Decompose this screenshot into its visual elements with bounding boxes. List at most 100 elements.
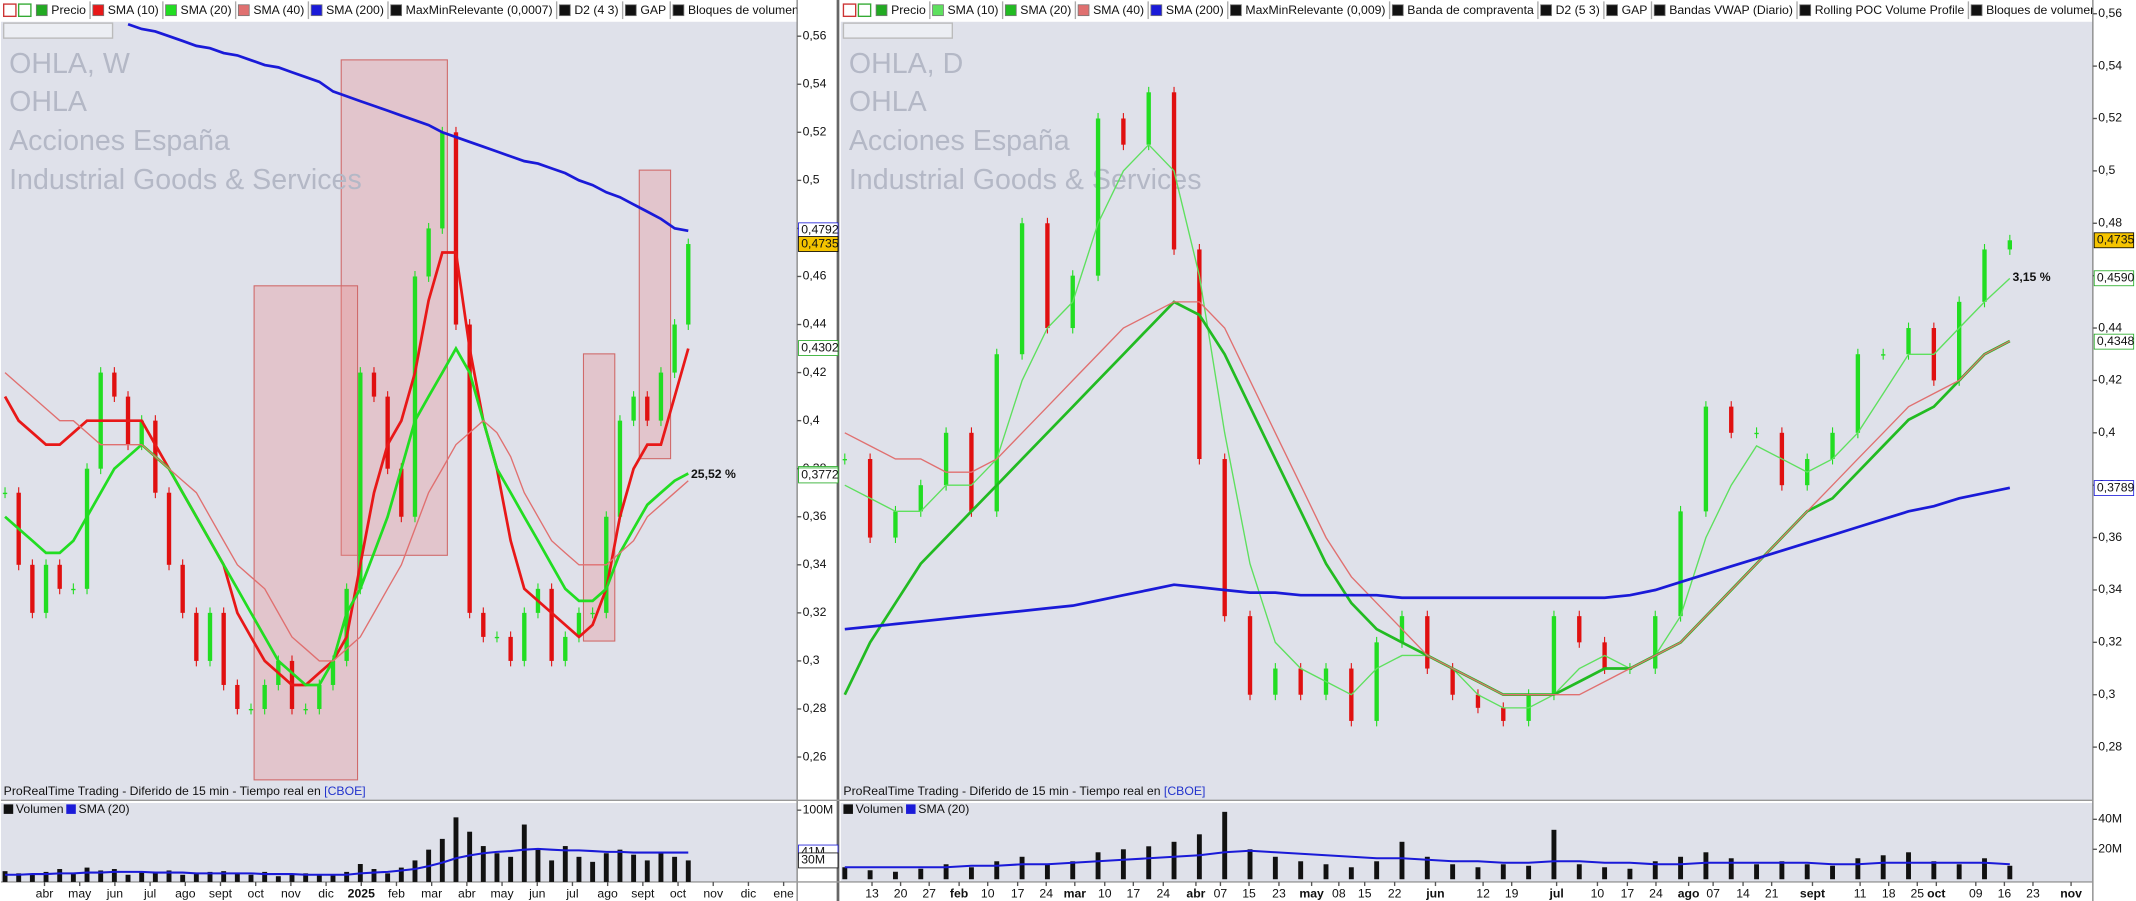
toolbar-item[interactable]: GAP — [1622, 3, 1648, 17]
candle — [1551, 616, 1557, 695]
legend-swatch — [66, 804, 76, 814]
toolbar-item[interactable]: SMA (200) — [326, 3, 384, 17]
toolbar-swatch[interactable] — [1391, 4, 1404, 17]
toolbar-item[interactable]: SMA (20) — [1020, 3, 1071, 17]
candle — [57, 564, 62, 589]
toolbar-swatch[interactable] — [1970, 4, 1983, 17]
toolbar-swatch[interactable] — [165, 4, 177, 17]
tool-row[interactable] — [2, 22, 114, 39]
candle — [1830, 432, 1835, 459]
toolbar-swatch[interactable] — [390, 4, 403, 17]
volume-bar — [248, 874, 254, 882]
toolbar-swatch[interactable] — [1799, 4, 1812, 17]
annotation: 3,15 % — [2013, 270, 2051, 284]
volume-bar — [1095, 852, 1101, 880]
tool-row[interactable] — [842, 22, 953, 39]
volume-bar — [842, 867, 848, 880]
icon[interactable] — [17, 3, 32, 18]
y-tick-label: 0,3 — [803, 653, 820, 667]
candle — [399, 468, 404, 517]
candle — [1247, 616, 1253, 695]
toolbar-swatch[interactable] — [932, 4, 944, 17]
toolbar-item[interactable]: D2 (5 3) — [1556, 3, 1600, 17]
toolbar-item[interactable]: D2 (4 3) — [574, 3, 618, 17]
toolbar-item[interactable]: Precio — [51, 3, 86, 17]
toolbar-swatch[interactable] — [1077, 4, 1090, 17]
icon[interactable] — [857, 3, 872, 18]
toolbar-swatch[interactable] — [35, 4, 48, 17]
x-tick-label: 10 — [1591, 886, 1605, 900]
toolbar-item[interactable]: Bloques de volumen — [688, 3, 799, 17]
footer: ProRealTime Trading - Diferido de 15 min… — [4, 784, 366, 798]
volume-bar — [994, 861, 1000, 880]
toolbar: Precio SMA (10) SMA (20) SMA (40) SMA (200) M… — [35, 1, 799, 20]
toolbar-item[interactable]: MaxMinRelevante (0,0007) — [406, 3, 553, 17]
volume-bar — [70, 873, 76, 882]
x-tick-label: 24 — [1649, 886, 1663, 900]
volume-sma — [5, 847, 689, 876]
toolbar-item[interactable]: Precio — [891, 3, 926, 17]
candle — [2007, 240, 2013, 250]
volume-block — [253, 285, 359, 781]
volume-bar — [166, 870, 172, 882]
price-tag-label: 0,4735 — [801, 236, 839, 250]
volume-bar — [1526, 865, 1532, 880]
volume-bar — [1348, 867, 1354, 880]
footer-link[interactable]: [CBOE] — [1164, 784, 1205, 798]
toolbar-swatch[interactable] — [1150, 4, 1163, 17]
x-tick-label: mar — [1064, 886, 1087, 900]
plot-area — [840, 21, 2093, 801]
toolbar-swatch[interactable] — [624, 4, 637, 17]
volume-bar — [152, 873, 158, 882]
toolbar-swatch[interactable] — [1653, 4, 1666, 17]
candle — [1729, 406, 1734, 433]
candle — [893, 511, 898, 538]
toolbar-item[interactable]: MaxMinRelevante (0,009) — [1245, 3, 1385, 17]
volume-bar — [275, 876, 281, 882]
toolbar-swatch[interactable] — [672, 4, 685, 17]
icon[interactable] — [2, 3, 17, 18]
volume-bar — [576, 856, 582, 882]
volume-bar — [1146, 846, 1152, 880]
toolbar-item[interactable]: SMA (200) — [1166, 3, 1224, 17]
sma-line — [3, 251, 690, 687]
candle — [1450, 668, 1455, 695]
toolbar-swatch[interactable] — [310, 4, 323, 17]
x-tick-label: 13 — [865, 886, 879, 900]
x-tick-label: oct — [248, 886, 265, 900]
toolbar-item[interactable]: SMA (20) — [181, 3, 232, 17]
toolbar-swatch[interactable] — [875, 4, 888, 17]
volume-bar — [867, 870, 873, 880]
y-tick-label: 0,36 — [803, 509, 827, 523]
watermark: Acciones España — [9, 125, 230, 157]
toolbar-swatch[interactable] — [558, 4, 571, 17]
toolbar-item[interactable]: SMA (40) — [253, 3, 304, 17]
toolbar-swatch[interactable] — [1230, 4, 1242, 17]
y-tick-label: 0,28 — [2098, 739, 2122, 753]
footer-link[interactable]: [CBOE] — [324, 784, 365, 798]
toolbar-swatch[interactable] — [1004, 4, 1017, 17]
toolbar-item[interactable]: Bloques de volumen — [1986, 3, 2097, 17]
x-tick-label: 09 — [1969, 886, 1983, 900]
icon[interactable] — [842, 3, 857, 18]
y-tick-label: 0,42 — [803, 365, 827, 379]
toolbar-item[interactable]: Rolling POC Volume Profile — [1815, 3, 1965, 17]
toolbar-item[interactable]: SMA (40) — [1093, 3, 1144, 17]
toolbar-item[interactable]: GAP — [640, 3, 666, 17]
toolbar-swatch[interactable] — [1606, 4, 1618, 17]
toolbar-item[interactable]: Bandas VWAP (Diario) — [1669, 3, 1793, 17]
toolbar-item[interactable]: SMA (10) — [948, 3, 999, 17]
toolbar-item[interactable]: SMA (10) — [108, 3, 159, 17]
toolbar-swatch[interactable] — [237, 4, 250, 17]
y-tick-label: 0,36 — [2098, 530, 2122, 544]
volume-block — [638, 169, 672, 460]
toolbar-swatch[interactable] — [92, 4, 105, 17]
volume-bar — [603, 853, 609, 882]
toolbar-item[interactable]: Banda de compraventa — [1407, 3, 1534, 17]
axis-group: 0,560,540,520,50,480,460,440,420,40,380,… — [865, 6, 2134, 900]
volume-bar — [1627, 868, 1633, 880]
volume-bar — [1703, 852, 1709, 880]
x-tick-label: 15 — [1242, 886, 1256, 900]
toolbar-swatch[interactable] — [1540, 4, 1552, 17]
sma-line — [844, 486, 2011, 631]
